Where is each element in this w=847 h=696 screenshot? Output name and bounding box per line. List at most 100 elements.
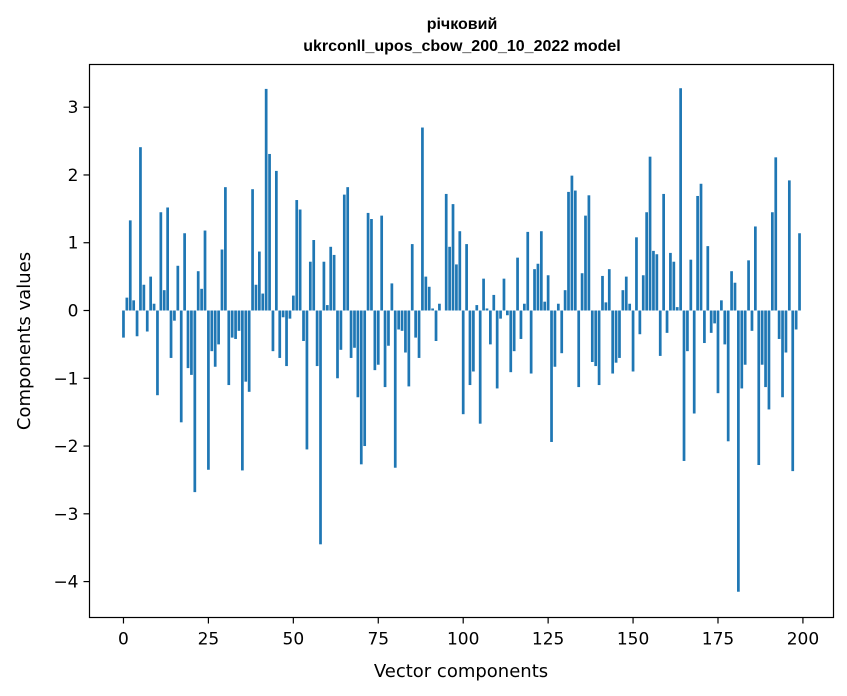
bar-component-177	[723, 310, 727, 345]
y-tick-label: 2	[68, 166, 79, 186]
bar-component-110	[495, 310, 499, 389]
bar-component-60	[325, 305, 329, 311]
bar-component-30	[224, 187, 227, 311]
bar-component-4	[135, 310, 139, 337]
bar-component-157	[655, 254, 659, 311]
bar-component-8	[149, 276, 153, 311]
x-tick-label: 0	[118, 630, 129, 650]
bar-component-144	[611, 310, 615, 374]
bar-component-118	[522, 303, 526, 311]
bar-component-171	[703, 310, 706, 344]
bar-component-22	[196, 271, 200, 311]
bar-component-37	[247, 310, 251, 392]
bar-component-42	[264, 88, 268, 311]
bar-component-2	[128, 220, 132, 311]
bar-component-76	[380, 215, 384, 311]
x-axis-label: Vector components	[374, 661, 548, 682]
bar-component-197	[791, 310, 795, 472]
bar-component-128	[556, 303, 560, 311]
bar-component-140	[597, 310, 601, 386]
bar-component-57	[315, 310, 319, 367]
bar-component-188	[760, 310, 764, 365]
bar-component-126	[550, 310, 553, 442]
y-tick-label: 0	[68, 302, 79, 322]
bar-component-129	[560, 310, 564, 354]
bar-component-190	[767, 310, 771, 410]
bar-component-121	[533, 269, 536, 311]
bar-component-114	[509, 310, 513, 373]
bar-component-0	[122, 310, 125, 338]
y-axis-ticks: −4 −3 −2 −1 0 1 2 3	[53, 98, 90, 593]
bar-component-67	[349, 310, 353, 358]
bar-component-187	[757, 310, 761, 466]
bar-component-116	[516, 257, 519, 311]
bar-component-74	[373, 310, 377, 371]
bar-component-130	[563, 290, 567, 311]
bar-component-71	[363, 310, 367, 447]
bar-component-5	[139, 147, 142, 311]
bar-component-38	[251, 189, 254, 311]
bar-component-28	[217, 310, 220, 345]
x-tick-label: 75	[367, 630, 389, 650]
bar-component-54	[305, 310, 309, 450]
bar-component-146	[618, 310, 621, 358]
bar-component-101	[465, 244, 468, 311]
bar-component-137	[587, 195, 591, 311]
bar-component-117	[519, 310, 523, 339]
bar-component-106	[482, 278, 485, 311]
bar-component-161	[669, 252, 672, 311]
bar-component-39	[254, 284, 258, 311]
bar-component-164	[679, 88, 682, 311]
bar-component-152	[638, 310, 642, 335]
bar-component-63	[336, 310, 339, 379]
bar-component-89	[424, 276, 428, 311]
bar-component-194	[781, 310, 784, 398]
bar-component-112	[502, 278, 506, 311]
bar-component-70	[359, 310, 363, 465]
bar-component-183	[743, 310, 747, 365]
bar-component-40	[258, 251, 261, 311]
bar-component-184	[747, 260, 750, 311]
bar-component-151	[635, 237, 638, 311]
bar-component-29	[220, 249, 224, 311]
bar-component-64	[339, 310, 343, 350]
bar-component-69	[356, 310, 360, 398]
bar-component-62	[332, 254, 336, 311]
bar-component-196	[787, 180, 791, 311]
plot-frame	[88, 63, 835, 619]
bar-component-51	[295, 200, 299, 311]
bar-component-61	[329, 246, 333, 311]
bar-component-98	[455, 264, 458, 311]
y-tick-label: −4	[53, 573, 78, 593]
bar-component-147	[621, 290, 625, 311]
bar-component-55	[308, 261, 312, 311]
bar-component-43	[268, 153, 271, 311]
bar-component-15	[173, 310, 176, 321]
bar-component-135	[580, 273, 584, 311]
bar-component-21	[193, 310, 197, 493]
bar-component-58	[319, 310, 322, 545]
x-tick-label: 125	[532, 630, 564, 650]
bar-component-17	[179, 310, 183, 423]
bar-component-189	[764, 310, 767, 388]
bar-component-111	[499, 310, 502, 319]
bar-component-80	[393, 310, 397, 468]
bar-component-12	[162, 290, 166, 311]
bar-component-153	[641, 275, 645, 311]
bar-component-191	[770, 212, 774, 311]
bar-component-107	[485, 308, 489, 311]
bar-component-173	[709, 310, 713, 333]
bar-component-138	[590, 310, 594, 362]
bar-component-25	[207, 310, 210, 470]
bar-component-165	[682, 310, 686, 461]
bar-component-91	[431, 308, 434, 311]
bar-component-79	[390, 283, 394, 311]
bar-component-169	[696, 195, 699, 311]
bar-component-180	[733, 282, 737, 311]
bar-component-87	[417, 310, 421, 358]
y-tick-label: 1	[68, 234, 79, 254]
bar-component-16	[176, 265, 180, 311]
bar-component-119	[526, 231, 530, 311]
bar-component-136	[584, 215, 587, 311]
